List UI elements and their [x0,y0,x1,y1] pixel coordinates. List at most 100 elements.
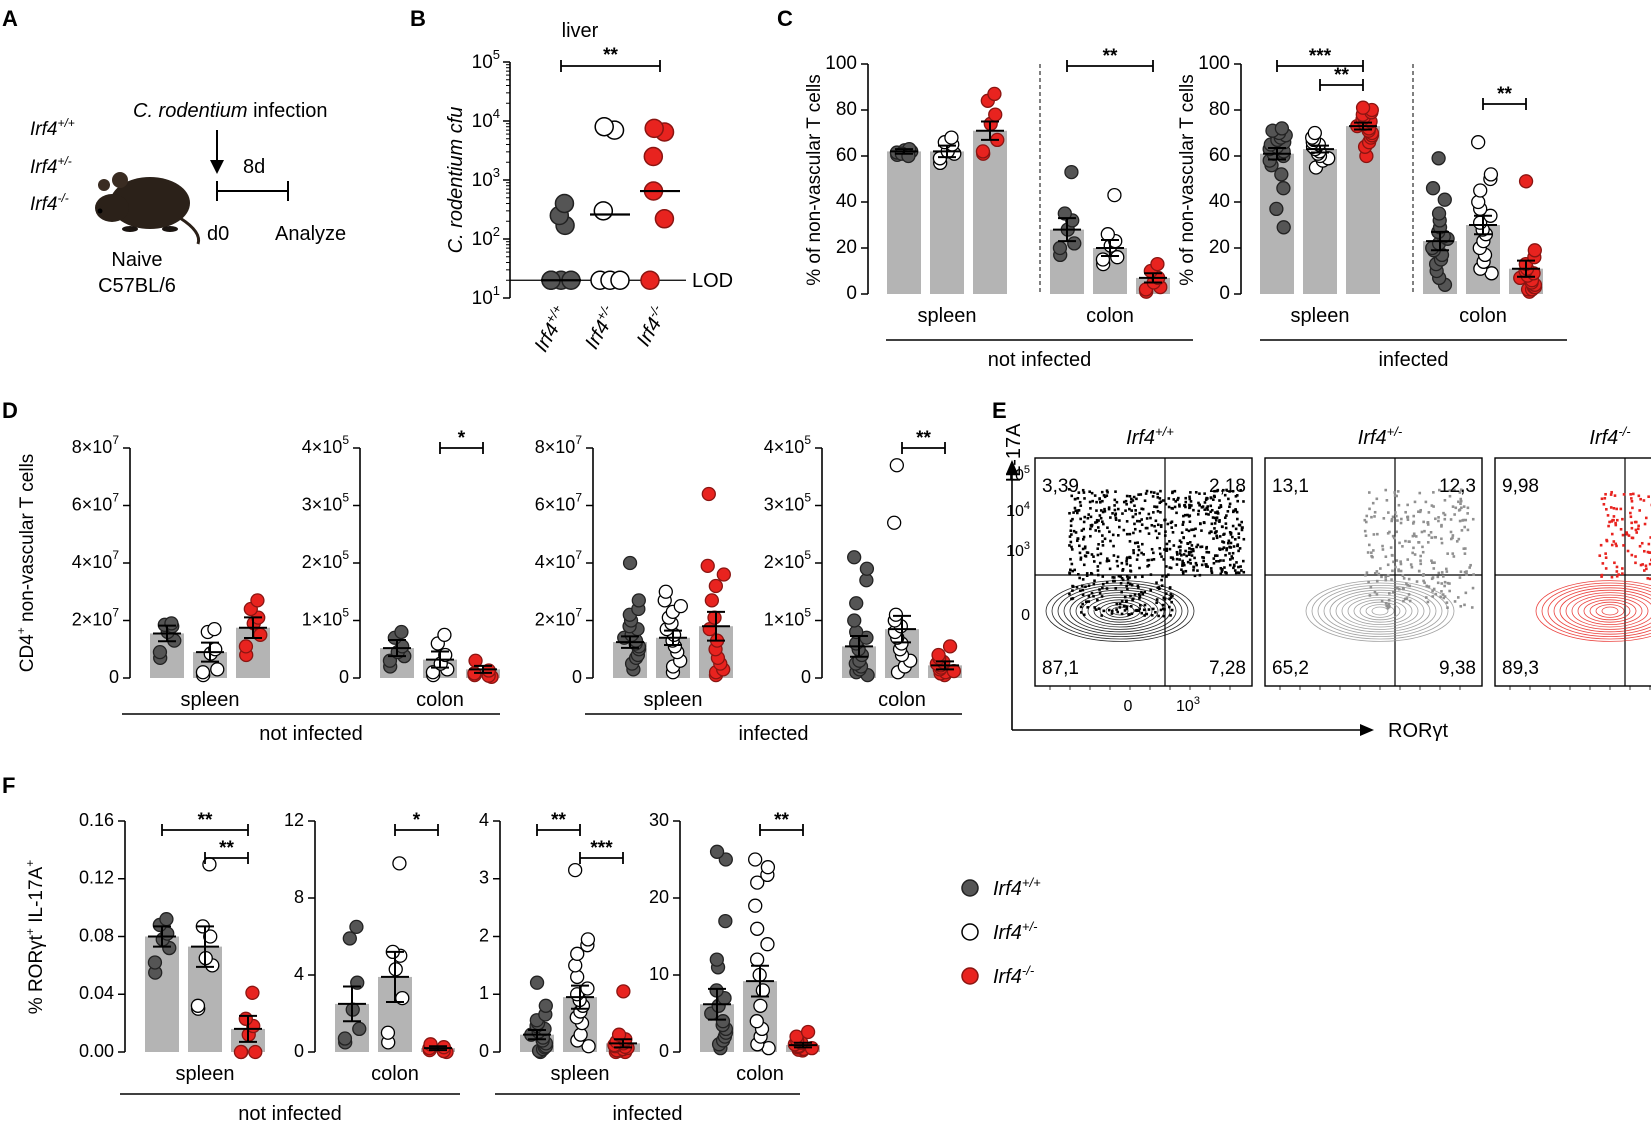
mouse-icon [95,172,201,245]
event-dot [1149,490,1153,494]
event-dot [1164,502,1168,506]
event-dot [1095,509,1098,512]
event-dot [1182,553,1186,556]
data-point-het [1110,250,1125,265]
event-dot [1079,558,1083,561]
data-point-het [1095,252,1111,267]
event-dot [1105,559,1109,563]
event-dot [1070,533,1073,536]
event-dot [1219,566,1223,570]
event-dot [1071,597,1075,600]
event-dot [1411,551,1414,555]
event-dot [1224,553,1227,557]
event-dot [1417,541,1421,544]
event-dot [1185,528,1188,532]
text-span: 10 [472,111,493,132]
event-dot [1234,508,1237,511]
event-dot [1098,588,1101,591]
event-dot [1181,564,1184,567]
text-span: ×10 [774,494,805,514]
event-dot [1178,558,1181,561]
event-dot [1190,504,1193,507]
event-dot [1131,515,1135,519]
event-dot [1119,581,1123,585]
event-dot [1221,568,1224,572]
event-dot [1386,606,1390,610]
event-dot [1092,594,1095,598]
event-dot [1161,607,1165,611]
y-tick-label: 0 [1219,283,1230,304]
event-dot [1116,555,1120,559]
data-point-ko [942,639,958,654]
event-dot [1090,491,1094,495]
event-dot [1239,488,1242,492]
event-dot [1443,498,1447,502]
event-dot [1186,513,1189,517]
event-dot [1419,508,1423,512]
event-dot [1180,568,1183,572]
event-dot [1171,490,1174,494]
event-dot [1147,558,1150,562]
text-span: ×10 [545,437,576,457]
event-dot [1630,499,1634,503]
event-dot [1092,560,1096,563]
event-dot [1167,497,1171,500]
event-dot [1409,563,1413,566]
data-point-ko [1150,256,1165,272]
event-dot [1114,490,1117,493]
event-dot [1381,544,1384,548]
y-tick-label: 0.08 [79,925,114,945]
text-span: 2 [764,552,774,572]
event-dot [1630,553,1634,557]
event-dot [1455,540,1459,543]
event-dot [1098,497,1101,501]
text-span: + [23,928,37,935]
event-dot [1216,510,1219,514]
event-dot [1364,534,1368,538]
event-dot [1200,545,1204,549]
data-point-het [570,969,585,985]
event-dot [1235,494,1239,497]
event-dot [1134,575,1137,579]
event-dot [1412,520,1416,524]
event-dot [1159,489,1162,493]
event-dot [1463,603,1466,607]
event-dot [1222,559,1225,562]
event-dot [1405,597,1409,600]
y-tick-label: 2×107 [72,606,120,630]
event-dot [1610,575,1614,579]
event-dot [1412,546,1415,550]
data-point-ko [654,209,675,229]
event-dot [1459,502,1462,506]
event-dot [1145,526,1149,530]
event-dot [1600,497,1604,501]
event-dot [1111,533,1115,537]
data-point-het [1100,227,1115,242]
event-dot [1219,505,1223,509]
event-dot [1451,536,1454,540]
event-dot [1400,517,1403,521]
event-dot [1388,592,1391,595]
event-dot [1625,532,1628,535]
data-point-ko [245,985,260,1000]
event-dot [1168,566,1172,569]
event-dot [1109,516,1112,519]
genotype-wt-label: Irf4+/+ [30,116,75,140]
event-dot [1231,556,1234,560]
text-span: 6 [535,494,545,514]
event-dot [1183,504,1186,507]
event-dot [1205,506,1209,510]
event-dot [1363,529,1367,533]
event-dot [1421,550,1425,554]
event-dot [1097,607,1101,610]
event-dot [1407,593,1411,596]
event-dot [1630,526,1634,530]
event-dot [1440,571,1444,574]
event-dot [1096,526,1100,529]
event-dot [1218,535,1222,538]
event-dot [1610,532,1614,536]
text-span: 5 [493,47,500,62]
event-dot [1169,521,1173,525]
event-dot [1138,595,1142,598]
